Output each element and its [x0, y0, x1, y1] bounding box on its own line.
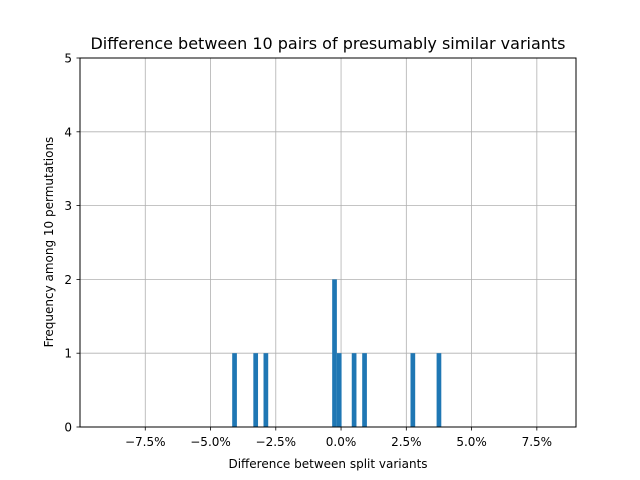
histogram-bar [263, 353, 269, 427]
y-axis-ticks: 0 1 2 3 4 5 [64, 52, 80, 435]
histogram-bar [332, 279, 337, 427]
histogram-bar [336, 353, 342, 427]
histogram-bar [351, 353, 357, 427]
histogram-bar [253, 353, 259, 427]
x-tick-label: 0.0% [326, 435, 357, 449]
y-tick-label: 0 [64, 421, 72, 435]
x-tick-label: −2.5% [256, 435, 297, 449]
x-tick-label: −5.0% [190, 435, 231, 449]
x-tick-label: 2.5% [391, 435, 422, 449]
x-tick-label: 7.5% [522, 435, 553, 449]
histogram-bar [410, 353, 416, 427]
x-axis-label: Difference between split variants [228, 457, 427, 471]
histogram-bar [232, 353, 237, 427]
y-axis-label: Frequency among 10 permutations [42, 137, 56, 348]
chart-title: Difference between 10 pairs of presumabl… [90, 34, 565, 53]
grid-lines [80, 57, 576, 428]
y-tick-label: 1 [64, 347, 72, 361]
histogram-bar [362, 353, 367, 427]
y-tick-label: 4 [64, 125, 72, 139]
x-tick-label: 5.0% [456, 435, 487, 449]
x-tick-label: −7.5% [125, 435, 166, 449]
y-tick-label: 5 [64, 52, 72, 66]
plot-frame [79, 57, 577, 428]
bars [232, 279, 442, 427]
y-tick-label: 3 [64, 199, 72, 213]
y-tick-label: 2 [64, 273, 72, 287]
x-axis-ticks: −7.5% −5.0% −2.5% 0.0% 2.5% 5.0% 7.5% [125, 427, 552, 449]
histogram-bar [436, 353, 442, 427]
